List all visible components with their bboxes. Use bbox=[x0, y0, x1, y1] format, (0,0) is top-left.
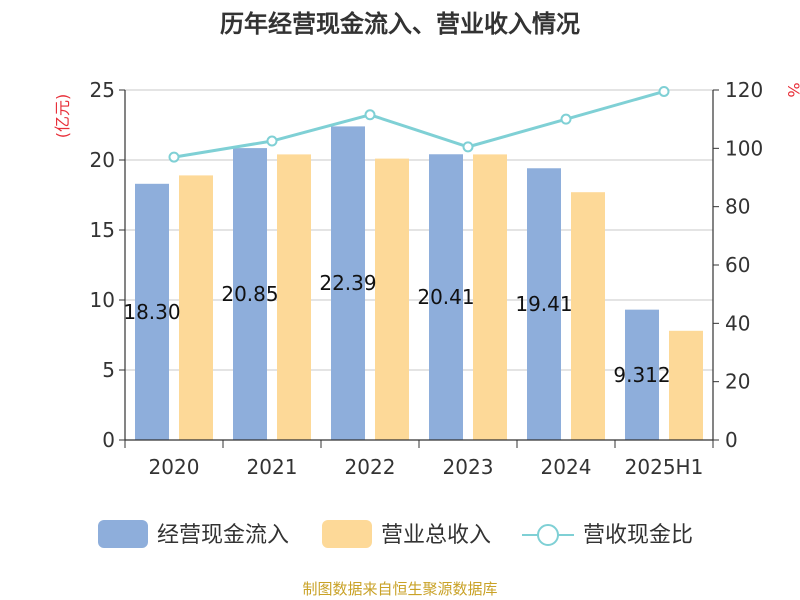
bar-cash-inflow bbox=[527, 168, 561, 440]
legend: 经营现金流入 营业总收入 营收现金比 bbox=[98, 520, 693, 548]
x-tick-label: 2022 bbox=[345, 455, 396, 479]
bar-cash-inflow bbox=[135, 183, 169, 441]
data-label: 22.39 bbox=[319, 271, 376, 295]
right-tick-label: 120 bbox=[725, 78, 763, 102]
data-label: 18.30 bbox=[123, 300, 180, 324]
right-tick-label: 100 bbox=[725, 136, 763, 160]
axes: 0 5 10 15 20 25 0 20 40 60 80 100 120 2020 2021 2022 202… bbox=[90, 78, 764, 479]
right-tick-label: 80 bbox=[725, 195, 750, 219]
grid-lines bbox=[125, 89, 713, 371]
bar-revenue bbox=[571, 192, 605, 440]
left-tick-label: 15 bbox=[90, 218, 115, 242]
legend-label-revenue: 营业总收入 bbox=[381, 523, 491, 548]
ratio-point bbox=[364, 109, 376, 121]
bar-revenue bbox=[375, 158, 409, 440]
ratio-point bbox=[462, 141, 474, 153]
left-tick-label: 25 bbox=[90, 78, 115, 102]
legend-item-ratio[interactable]: 营收现金比 bbox=[522, 523, 693, 548]
bar-revenue bbox=[669, 330, 703, 440]
bar-revenue bbox=[473, 154, 507, 440]
ratio-point bbox=[168, 151, 180, 163]
left-tick-label: 20 bbox=[90, 148, 115, 172]
x-tick-label: 2025H1 bbox=[625, 455, 704, 479]
legend-item-cash-inflow[interactable]: 经营现金流入 bbox=[98, 520, 289, 548]
bars bbox=[135, 126, 703, 441]
data-label: 20.41 bbox=[417, 285, 474, 309]
legend-item-revenue[interactable]: 营业总收入 bbox=[322, 520, 491, 548]
x-tick-label: 2024 bbox=[541, 455, 592, 479]
left-tick-label: 10 bbox=[90, 288, 115, 312]
legend-swatch-revenue bbox=[322, 520, 372, 548]
right-tick-label: 60 bbox=[725, 253, 750, 277]
x-tick-label: 2021 bbox=[247, 455, 298, 479]
data-label: 19.41 bbox=[515, 292, 572, 316]
legend-marker-ratio bbox=[537, 524, 559, 546]
right-tick-label: 40 bbox=[725, 311, 750, 335]
ratio-line-path bbox=[173, 90, 665, 159]
bar-cash-inflow bbox=[331, 126, 365, 441]
data-labels: 18.30 20.85 22.39 20.41 19.41 9.312 bbox=[123, 271, 670, 387]
chart-title: 历年经营现金流入、营业收入情况 bbox=[220, 10, 580, 38]
left-axis-unit: (亿元) bbox=[53, 94, 72, 139]
right-tick-label: 0 bbox=[725, 428, 738, 452]
x-tick-label: 2023 bbox=[443, 455, 494, 479]
right-axis-unit: % bbox=[784, 82, 800, 97]
right-tick-label: 20 bbox=[725, 370, 750, 394]
bar-revenue bbox=[179, 175, 213, 440]
ratio-line bbox=[168, 85, 670, 163]
bar-cash-inflow bbox=[233, 148, 267, 440]
legend-swatch-cash-inflow bbox=[98, 520, 148, 548]
x-tick-label: 2020 bbox=[149, 455, 200, 479]
ratio-point bbox=[658, 85, 670, 97]
bar-cash-inflow bbox=[625, 309, 659, 440]
legend-label-cash-inflow: 经营现金流入 bbox=[157, 523, 289, 548]
bar-revenue bbox=[277, 154, 311, 440]
left-tick-label: 0 bbox=[102, 428, 115, 452]
legend-label-ratio: 营收现金比 bbox=[583, 523, 693, 548]
data-label: 20.85 bbox=[221, 282, 278, 306]
ratio-point bbox=[560, 113, 572, 125]
data-label: 9.312 bbox=[613, 363, 670, 387]
ratio-point bbox=[266, 135, 278, 147]
bar-cash-inflow bbox=[429, 154, 463, 440]
source-note: 制图数据来自恒生聚源数据库 bbox=[302, 580, 497, 598]
left-tick-label: 5 bbox=[102, 358, 115, 382]
